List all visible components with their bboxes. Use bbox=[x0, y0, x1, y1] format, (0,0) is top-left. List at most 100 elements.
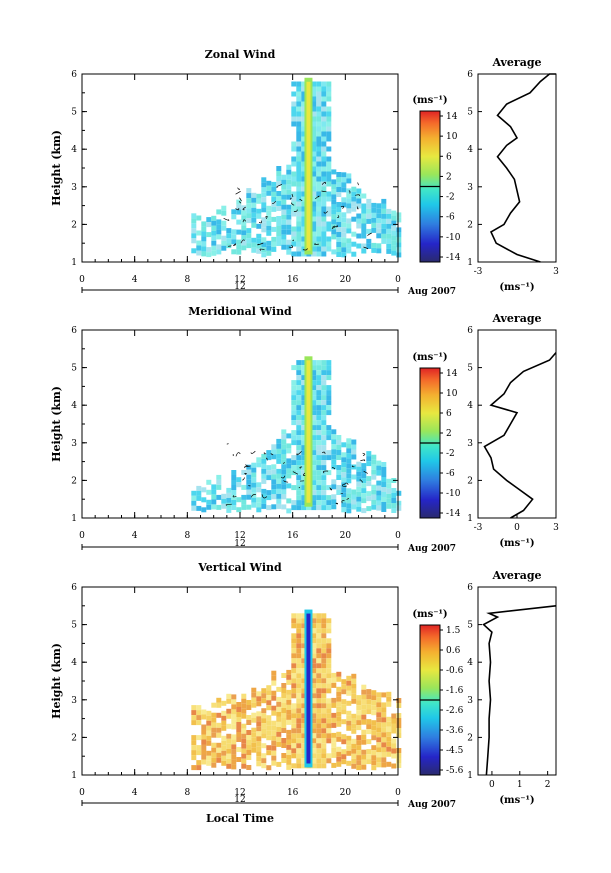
heat-cell bbox=[381, 198, 387, 204]
heat-cell bbox=[281, 234, 287, 240]
heat-cell bbox=[286, 674, 292, 680]
heat-cell bbox=[361, 694, 367, 700]
heat-cell bbox=[211, 230, 217, 236]
heat-cell bbox=[271, 504, 277, 510]
heat-cell bbox=[291, 643, 297, 649]
heat-cell bbox=[316, 360, 322, 366]
heat-cell bbox=[301, 101, 307, 107]
heat-cell bbox=[321, 743, 327, 749]
heat-cell bbox=[336, 751, 342, 757]
heat-cell bbox=[291, 435, 297, 441]
heat-cell bbox=[246, 730, 252, 735]
heat-cell bbox=[326, 365, 332, 371]
heat-cell bbox=[296, 415, 302, 421]
heat-cell bbox=[376, 702, 382, 708]
heat-cell bbox=[311, 430, 317, 436]
heat-cell bbox=[246, 188, 252, 194]
heat-cell bbox=[286, 704, 292, 710]
heat-cell bbox=[286, 194, 292, 200]
heat-cell bbox=[316, 206, 322, 212]
heat-cell bbox=[251, 717, 257, 723]
heat-cell bbox=[326, 81, 332, 87]
heat-cell bbox=[321, 141, 327, 147]
heat-cell bbox=[391, 748, 397, 754]
heat-cell bbox=[286, 473, 292, 479]
heat-cell bbox=[291, 683, 297, 689]
heat-cell bbox=[291, 211, 297, 217]
heat-cell bbox=[276, 761, 282, 767]
heat-cell bbox=[341, 197, 347, 203]
heat-cell bbox=[311, 156, 317, 162]
heat-cell bbox=[236, 204, 242, 210]
heat-cell bbox=[346, 438, 352, 444]
x-tick-label: 12 bbox=[234, 788, 245, 798]
heat-cell bbox=[256, 691, 262, 697]
heat-cell bbox=[286, 744, 292, 750]
heat-cell bbox=[256, 756, 262, 762]
heat-cell bbox=[281, 199, 287, 205]
heat-cell bbox=[251, 202, 257, 208]
heat-cell bbox=[381, 727, 387, 733]
heat-cell bbox=[336, 252, 342, 257]
heat-cell bbox=[291, 500, 297, 506]
heat-cell bbox=[291, 111, 297, 117]
heat-cell bbox=[376, 203, 382, 209]
heat-cell bbox=[311, 500, 317, 506]
heat-cell bbox=[281, 708, 287, 713]
heat-cell bbox=[351, 753, 357, 759]
heat-cell bbox=[271, 735, 277, 741]
heat-cell bbox=[371, 760, 377, 766]
heat-cell bbox=[346, 715, 352, 721]
heat-cell bbox=[311, 613, 317, 619]
heat-cell bbox=[226, 698, 232, 704]
heat-cell bbox=[291, 251, 297, 257]
heat-cell bbox=[296, 440, 302, 446]
heat-cell bbox=[316, 365, 322, 371]
heat-cell bbox=[371, 207, 377, 213]
heat-cell bbox=[286, 508, 292, 514]
heat-cell bbox=[296, 400, 302, 406]
heat-cell bbox=[276, 731, 282, 737]
heat-cell bbox=[241, 230, 247, 236]
heat-cell bbox=[296, 470, 302, 476]
heat-cell bbox=[311, 161, 317, 167]
heat-cell bbox=[391, 215, 397, 221]
heat-cell bbox=[316, 186, 322, 192]
heat-cell bbox=[336, 736, 342, 742]
heat-cell bbox=[201, 241, 207, 247]
heat-cell bbox=[326, 703, 332, 709]
heat-cell bbox=[336, 192, 342, 197]
heat-cell bbox=[356, 461, 362, 467]
heat-cell bbox=[381, 233, 387, 239]
heat-cell bbox=[336, 207, 342, 212]
heat-cell bbox=[231, 739, 237, 745]
heat-cell bbox=[356, 243, 362, 249]
heat-cell bbox=[366, 213, 372, 219]
heat-cell bbox=[291, 613, 297, 619]
heat-cell bbox=[321, 111, 327, 117]
y-tick-label: 4 bbox=[71, 658, 77, 668]
heat-cell bbox=[336, 711, 342, 717]
heat-cell bbox=[301, 206, 307, 212]
heat-cell bbox=[361, 243, 367, 249]
heat-cell bbox=[391, 753, 397, 759]
heat-cell bbox=[311, 743, 317, 749]
heat-cell bbox=[261, 202, 267, 208]
heat-cell bbox=[296, 435, 302, 441]
heat-cell bbox=[351, 454, 357, 460]
heat-cell bbox=[321, 86, 327, 92]
heat-cell bbox=[391, 718, 397, 724]
heat-cell bbox=[296, 743, 302, 749]
heat-cell bbox=[296, 395, 302, 401]
heat-cell bbox=[206, 760, 212, 766]
heat-cell bbox=[301, 475, 307, 481]
heat-cell bbox=[391, 508, 397, 513]
heat-cell bbox=[236, 249, 242, 255]
heat-cell bbox=[296, 221, 302, 227]
heat-cell bbox=[341, 217, 347, 223]
heat-cell bbox=[206, 479, 212, 485]
heat-cell bbox=[231, 764, 237, 770]
heat-cell bbox=[316, 380, 322, 386]
heat-cell bbox=[311, 101, 317, 107]
heat-cell bbox=[246, 720, 252, 725]
